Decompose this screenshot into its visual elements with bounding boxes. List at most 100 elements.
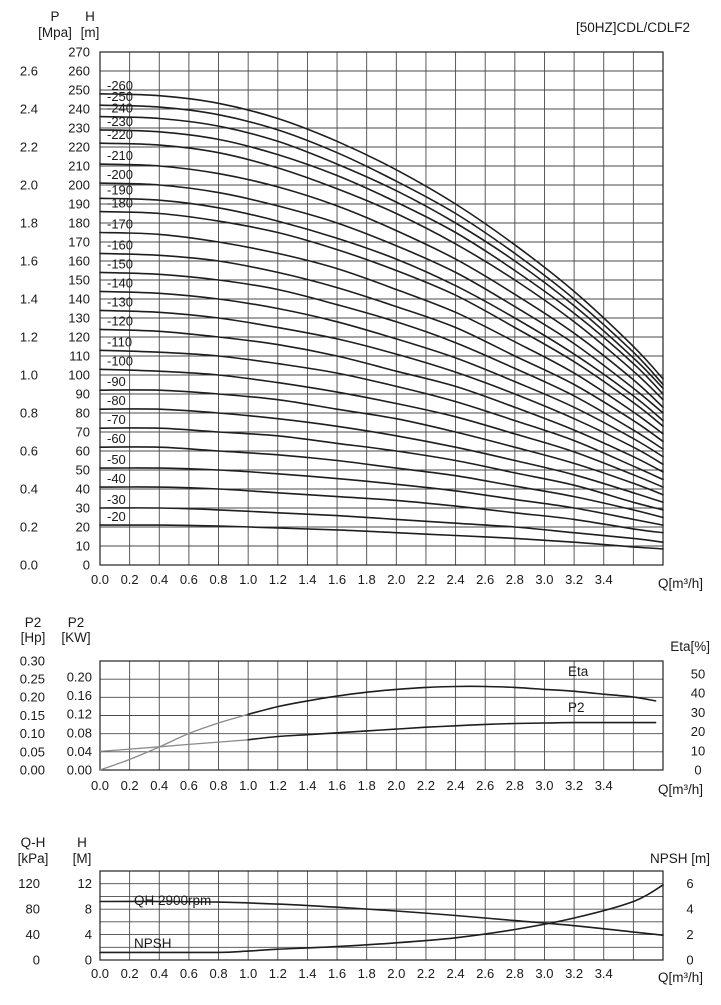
qn-m-tick: 0 <box>85 953 92 968</box>
pe-x-tick: 0.4 <box>150 778 168 793</box>
hq-curve-label: -30 <box>107 492 126 507</box>
qn-m-tick: 8 <box>85 902 92 917</box>
pe-eta-tick: 50 <box>691 667 705 682</box>
qn-x-tick: 0.2 <box>121 966 139 981</box>
hq-h-tick: 150 <box>68 273 90 288</box>
qn-npsh-tick: 4 <box>686 902 693 917</box>
qn-x-tick: 1.8 <box>358 966 376 981</box>
pe-curve-eta <box>247 685 657 716</box>
pe-x-tick: 1.8 <box>358 778 376 793</box>
hq-h-tick: 130 <box>68 311 90 326</box>
hq-h-tick: 120 <box>68 330 90 345</box>
pe-hp-tick: 0.00 <box>20 763 45 778</box>
qn-x-tick: 0.8 <box>209 966 227 981</box>
pe-kw-symbol: P2 <box>68 615 85 630</box>
hq-x-label: Q[m³/h] <box>658 576 703 591</box>
hq-p-tick: 1.4 <box>20 292 38 307</box>
hq-curve-label: -20 <box>107 509 126 524</box>
hq-p-tick: 0.6 <box>20 444 38 459</box>
qn-x-tick: 2.6 <box>476 966 494 981</box>
qn-npsh-curve-label: NPSH <box>134 936 172 951</box>
hq-x-tick: 2.0 <box>387 572 405 587</box>
qn-x-tick: 3.4 <box>595 966 613 981</box>
pe-kw-tick: 0.08 <box>67 725 92 740</box>
hq-p-tick: 1.8 <box>20 216 38 231</box>
hq-curve-180 <box>99 210 664 428</box>
hq-x-tick: 2.2 <box>417 572 435 587</box>
hq-curve-70 <box>99 427 664 511</box>
hq-curve-label: -160 <box>107 237 133 252</box>
hq-curve-110 <box>99 349 664 481</box>
pe-hp-tick: 0.20 <box>20 690 45 705</box>
hq-h-tick: 230 <box>68 121 90 136</box>
hq-curve-30 <box>99 507 664 543</box>
hq-h-tick: 210 <box>68 159 90 174</box>
qn-npsh-tick: 2 <box>686 927 693 942</box>
hq-curve-label: -260 <box>107 78 133 93</box>
qn-x-tick: 2.0 <box>387 966 405 981</box>
pe-x-tick: 0.0 <box>91 778 109 793</box>
qn-frame <box>99 870 664 961</box>
qn-x-tick: 2.2 <box>417 966 435 981</box>
pe-x-tick: 3.0 <box>535 778 553 793</box>
qn-kpa-tick: 40 <box>26 927 40 942</box>
hq-curve-label: -140 <box>107 275 133 290</box>
pe-eta-tick: 0 <box>694 763 701 778</box>
qn-x-tick: 2.8 <box>506 966 524 981</box>
pe-x-tick: 2.8 <box>506 778 524 793</box>
hq-curve-200 <box>99 182 664 414</box>
hq-h-tick: 0 <box>83 558 90 573</box>
hq-x-tick: 1.6 <box>328 572 346 587</box>
hq-title: [50HZ]CDL/CDLF2 <box>576 20 690 35</box>
pe-frame <box>99 660 664 771</box>
hq-curve-label: -130 <box>107 294 133 309</box>
pe-kw-tick: 0.04 <box>67 744 92 759</box>
hq-h-tick: 190 <box>68 197 90 212</box>
hq-p-axis-unit: [Mpa] <box>38 25 72 40</box>
qn-x-tick: 2.4 <box>447 966 465 981</box>
hq-h-axis-unit: [m] <box>81 25 100 40</box>
pe-x-tick: 0.8 <box>209 778 227 793</box>
pe-eta-tick: 20 <box>691 724 705 739</box>
pe-x-tick: 0.6 <box>180 778 198 793</box>
qn-curve-qh <box>99 900 664 936</box>
pe-curve-p2 <box>247 721 657 741</box>
pe-kw-tick: 0.20 <box>67 670 92 685</box>
qn-qh-curve-label: QH 2900rpm <box>134 893 211 908</box>
qn-x-label: Q[m³/h] <box>658 970 703 985</box>
hq-h-tick: 110 <box>69 349 90 364</box>
hq-h-tick: 10 <box>76 539 90 554</box>
pe-curve-eta-low <box>99 713 249 771</box>
qn-npsh-tick: 0 <box>686 953 693 968</box>
hq-h-tick: 170 <box>68 235 90 250</box>
pe-p2-curve-label: P2 <box>568 700 585 715</box>
qn-m-tick: 4 <box>85 927 92 942</box>
hq-curve-150 <box>99 271 664 450</box>
pe-kw-unit: [KW] <box>61 630 90 645</box>
hq-curve-label: -60 <box>107 431 126 446</box>
hq-h-tick: 30 <box>76 501 90 516</box>
hq-curve-label: -100 <box>107 353 133 368</box>
pe-x-tick: 2.2 <box>417 778 435 793</box>
pe-hp-tick: 0.15 <box>20 708 45 723</box>
qn-kpa-tick: 80 <box>26 902 40 917</box>
qn-kpa-symbol: Q-H <box>21 835 46 850</box>
hq-h-tick: 260 <box>68 64 90 79</box>
hq-curve-240 <box>99 115 664 390</box>
pe-x-tick: 2.4 <box>447 778 465 793</box>
pe-eta-tick: 30 <box>691 705 705 720</box>
hq-curve-label: -210 <box>107 148 133 163</box>
pe-x-tick: 3.2 <box>565 778 583 793</box>
qn-npsh-axis-label: NPSH [m] <box>650 851 710 866</box>
pe-eta-curve-label: Eta <box>568 664 589 679</box>
qn-x-tick: 1.2 <box>269 966 287 981</box>
hq-x-tick: 3.2 <box>565 572 583 587</box>
hq-curve-label: -240 <box>107 101 133 116</box>
hq-p-tick: 2.6 <box>20 64 38 79</box>
hq-h-tick: 60 <box>76 444 90 459</box>
hq-curve-190 <box>99 197 664 422</box>
hq-x-tick: 2.6 <box>476 572 494 587</box>
